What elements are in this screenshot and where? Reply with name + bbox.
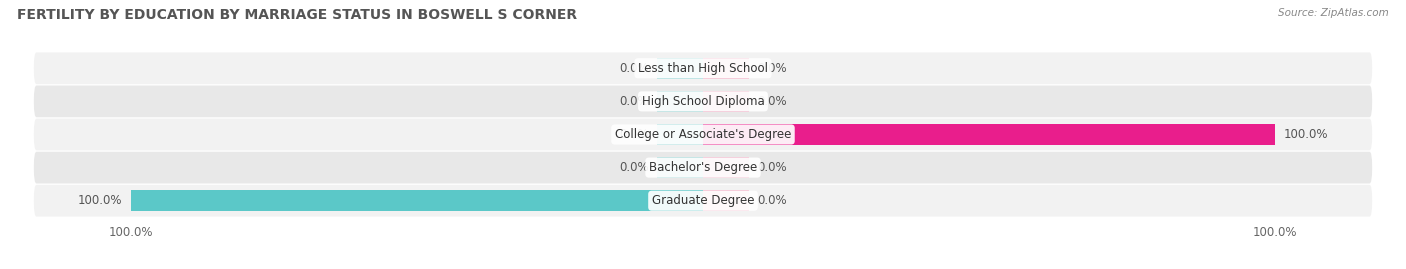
Text: Bachelor's Degree: Bachelor's Degree [650, 161, 756, 174]
Text: 0.0%: 0.0% [619, 95, 648, 108]
Bar [657, 124, 703, 145]
Text: 0.0%: 0.0% [758, 95, 787, 108]
Text: Less than High School: Less than High School [638, 62, 768, 75]
Text: 0.0%: 0.0% [758, 62, 787, 75]
Text: FERTILITY BY EDUCATION BY MARRIAGE STATUS IN BOSWELL S CORNER: FERTILITY BY EDUCATION BY MARRIAGE STATU… [17, 8, 576, 22]
Text: 100.0%: 100.0% [1284, 128, 1329, 141]
Bar [131, 190, 703, 211]
Text: 0.0%: 0.0% [619, 128, 648, 141]
Text: 0.0%: 0.0% [619, 161, 648, 174]
FancyBboxPatch shape [34, 152, 1372, 183]
Bar [657, 58, 703, 79]
Bar [703, 157, 749, 178]
Text: Graduate Degree: Graduate Degree [652, 194, 754, 207]
FancyBboxPatch shape [34, 119, 1372, 150]
Text: 0.0%: 0.0% [619, 62, 648, 75]
Bar [657, 91, 703, 112]
FancyBboxPatch shape [34, 86, 1372, 117]
Bar [657, 157, 703, 178]
Text: Source: ZipAtlas.com: Source: ZipAtlas.com [1278, 8, 1389, 18]
Text: 0.0%: 0.0% [758, 194, 787, 207]
Text: 100.0%: 100.0% [77, 194, 122, 207]
Bar [703, 190, 749, 211]
Text: High School Diploma: High School Diploma [641, 95, 765, 108]
Text: College or Associate's Degree: College or Associate's Degree [614, 128, 792, 141]
Bar [703, 58, 749, 79]
Bar [703, 124, 1275, 145]
Bar [703, 91, 749, 112]
FancyBboxPatch shape [34, 185, 1372, 217]
FancyBboxPatch shape [34, 52, 1372, 84]
Text: 0.0%: 0.0% [758, 161, 787, 174]
